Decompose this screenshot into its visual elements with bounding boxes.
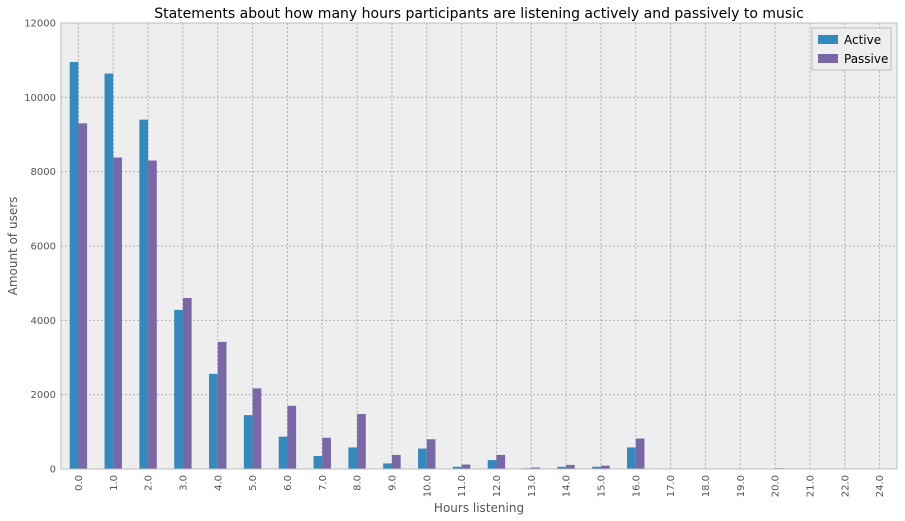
y-axis-title: Amount of users (6, 197, 20, 296)
bar-passive (426, 439, 436, 469)
x-tick-label: 0.0 (74, 475, 85, 491)
x-tick-label: 18.0 (701, 475, 712, 497)
bar-active (243, 415, 253, 469)
bar-active (69, 62, 79, 470)
y-tick-label: 4000 (31, 316, 56, 327)
x-tick-label: 5.0 (248, 475, 259, 491)
x-tick-label: 16.0 (631, 475, 642, 497)
x-tick-label: 9.0 (387, 475, 398, 491)
bar-active (209, 373, 218, 469)
bar-passive (78, 123, 88, 469)
plot-frame (60, 22, 898, 470)
x-tick-label: 7.0 (318, 475, 329, 491)
x-tick-label: 11.0 (457, 475, 468, 497)
legend: Active Passive (811, 27, 892, 71)
chart-title: Statements about how many hours particip… (154, 6, 804, 22)
bar-passive (357, 413, 366, 469)
x-tick-label: 21.0 (805, 475, 816, 497)
bar-passive (113, 157, 122, 469)
x-tick-label: 1.0 (109, 475, 120, 491)
bar-active (487, 460, 497, 469)
bar-passive (566, 464, 575, 469)
x-tick-label: 13.0 (527, 475, 538, 497)
x-tick-label: 17.0 (666, 475, 677, 497)
x-tick-label: 22.0 (840, 475, 851, 497)
bar-passive (600, 465, 610, 469)
bar-active (348, 447, 358, 469)
legend-label-active: Active (844, 33, 881, 47)
grid (61, 23, 897, 469)
bar-passive (635, 438, 645, 469)
bar-passive (252, 388, 262, 469)
bar-passive (217, 341, 227, 469)
x-tick-label: 12.0 (492, 475, 503, 497)
bar-active (313, 455, 323, 469)
y-tick-label: 0 (50, 465, 56, 476)
x-tick-label: 24.0 (875, 475, 886, 497)
x-tick-label: 4.0 (213, 475, 224, 491)
y-tick-label: 2000 (31, 390, 56, 401)
bars (69, 62, 784, 470)
x-tick-label: 19.0 (736, 475, 747, 497)
bar-passive (391, 454, 401, 469)
bar-active (452, 466, 462, 469)
x-tick-label: 10.0 (422, 475, 433, 497)
bar-active (174, 309, 183, 469)
bar-passive (461, 464, 471, 469)
y-tick-label: 12000 (24, 19, 56, 30)
legend-label-passive: Passive (844, 52, 888, 66)
x-tick-label: 15.0 (596, 475, 607, 497)
x-axis-title: Hours listening (434, 501, 524, 515)
bar-active (592, 466, 601, 469)
x-tick-label: 20.0 (771, 475, 782, 497)
bar-active (627, 447, 636, 469)
y-tick-label: 10000 (24, 93, 56, 104)
bar-active (278, 436, 288, 469)
bar-active (418, 448, 427, 469)
bar-active (139, 119, 149, 469)
bar-passive (287, 405, 297, 469)
x-tick-label: 14.0 (562, 475, 573, 497)
legend-swatch-passive (818, 54, 838, 63)
bar-active (104, 73, 114, 470)
y-axis: 0 2000 4000 6000 8000 10000 12000 (24, 19, 56, 476)
bar-passive (496, 454, 506, 469)
y-tick-label: 8000 (31, 167, 56, 178)
bar-passive (322, 437, 331, 469)
y-tick-label: 6000 (31, 242, 56, 253)
bar-passive (182, 298, 192, 469)
bar-passive (148, 160, 157, 469)
legend-swatch-active (818, 35, 838, 44)
x-tick-label: 3.0 (178, 475, 189, 491)
x-axis: 0.0 1.0 2.0 3.0 4.0 5.0 6.0 7.0 8.0 9.0 10.0 11.0 12… (74, 475, 886, 497)
bar-active (557, 466, 567, 469)
bar-active (383, 463, 392, 469)
x-tick-label: 2.0 (144, 475, 155, 491)
x-tick-label: 8.0 (353, 475, 364, 491)
x-tick-label: 6.0 (283, 475, 294, 491)
bar-passive (531, 467, 540, 469)
